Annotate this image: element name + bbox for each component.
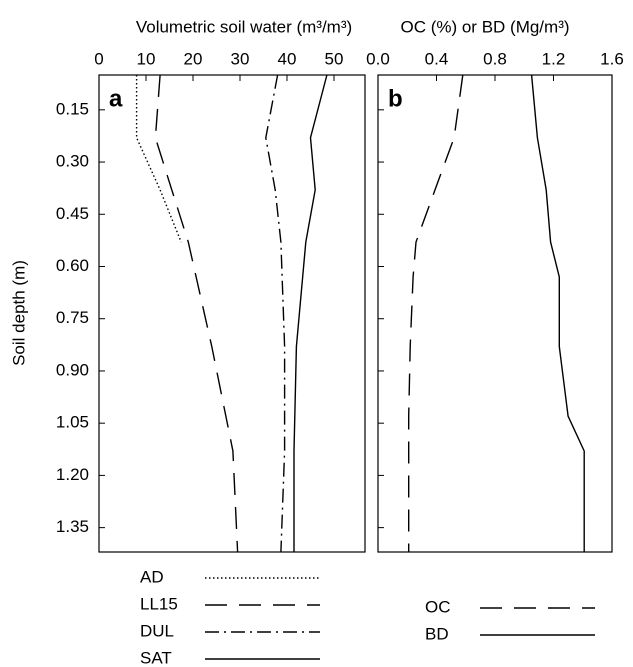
data-line — [154, 74, 239, 553]
x-tick-label: 1.6 — [600, 49, 624, 68]
y-tick-label: 1.35 — [56, 517, 89, 536]
x-tick-label: 0.4 — [425, 49, 449, 68]
legend-label: AD — [140, 567, 164, 586]
panel-label: b — [388, 85, 403, 112]
y-tick-label: 0.15 — [56, 99, 89, 118]
x-tick-label: 0.0 — [366, 49, 390, 68]
legend-label: LL15 — [140, 594, 178, 613]
legend-label: DUL — [140, 621, 174, 640]
y-tick-label: 0.75 — [56, 308, 89, 327]
legend-label: SAT — [140, 648, 172, 667]
plot-frame — [98, 74, 366, 553]
y-tick-label: 0.60 — [56, 256, 89, 275]
x-axis-label: OC (%) or BD (Mg/m³) — [400, 17, 569, 36]
y-tick-label: 1.20 — [56, 465, 89, 484]
x-tick-label: 20 — [184, 49, 203, 68]
panel-label: a — [109, 85, 123, 112]
data-line — [293, 74, 328, 552]
x-axis-label: Volumetric soil water (m³/m³) — [136, 17, 352, 36]
data-line — [408, 74, 464, 552]
x-tick-label: 40 — [278, 49, 297, 68]
y-tick-label: 0.45 — [56, 204, 89, 223]
x-tick-label: 0.8 — [483, 49, 507, 68]
data-line — [265, 74, 286, 553]
y-tick-label: 0.30 — [56, 152, 89, 171]
x-tick-label: 10 — [137, 49, 156, 68]
legend-label: OC — [425, 597, 451, 616]
plot-frame — [377, 74, 613, 553]
x-tick-label: 0 — [94, 49, 103, 68]
y-tick-label: 1.05 — [56, 413, 89, 432]
x-tick-label: 1.2 — [542, 49, 566, 68]
legend-label: BD — [425, 624, 449, 643]
y-axis-label: Soil depth (m) — [9, 260, 28, 366]
y-tick-label: 0.90 — [56, 360, 89, 379]
data-line — [530, 74, 585, 552]
data-line — [135, 75, 182, 243]
x-tick-label: 30 — [231, 49, 250, 68]
x-tick-label: 50 — [325, 49, 344, 68]
